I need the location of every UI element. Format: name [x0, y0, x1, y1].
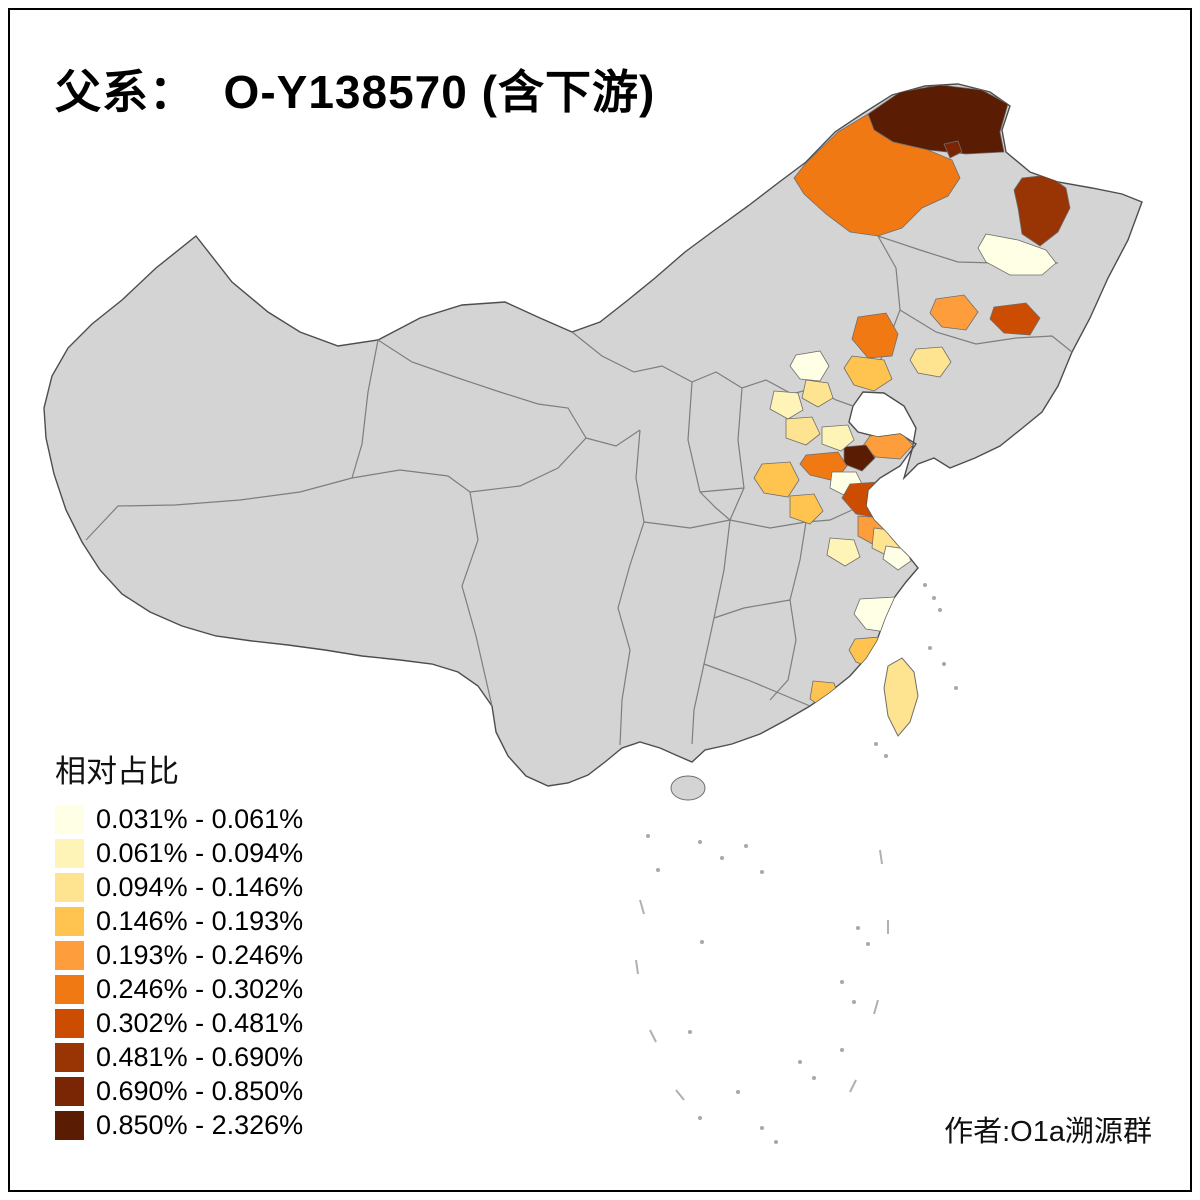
dash-line	[635, 849, 889, 1101]
legend-item: 0.061% - 0.094%	[55, 838, 304, 868]
map-region	[843, 355, 893, 392]
legend-swatch	[55, 1111, 84, 1140]
legend-item: 0.690% - 0.850%	[55, 1076, 304, 1106]
map-region	[851, 312, 899, 359]
legend-swatch	[55, 941, 84, 970]
legend-swatch	[55, 805, 84, 834]
legend-item: 0.246% - 0.302%	[55, 974, 304, 1004]
map-region	[977, 233, 1057, 276]
map-region	[801, 379, 834, 408]
legend-item: 0.094% - 0.146%	[55, 872, 304, 902]
map-region	[753, 461, 800, 498]
map-region	[909, 346, 952, 378]
legend-swatch	[55, 975, 84, 1004]
map-region	[809, 680, 840, 711]
map-region	[826, 537, 861, 567]
map-region	[929, 294, 979, 331]
mainland-outline	[43, 83, 1143, 787]
highlighted-prefectures	[753, 84, 1071, 711]
legend-label: 0.094% - 0.146%	[96, 872, 304, 902]
map-region	[789, 493, 824, 525]
legend-label: 0.146% - 0.193%	[96, 906, 304, 936]
legend-label: 0.246% - 0.302%	[96, 974, 304, 1004]
legend-swatch	[55, 1043, 84, 1072]
legend-swatch	[55, 1077, 84, 1106]
legend-swatch	[55, 907, 84, 936]
legend-title: 相对占比	[55, 754, 179, 789]
legend-label: 0.302% - 0.481%	[96, 1008, 304, 1038]
legend-swatch	[55, 1009, 84, 1038]
legend-swatch	[55, 873, 84, 902]
legend-item: 0.193% - 0.246%	[55, 940, 304, 970]
map-region	[769, 390, 804, 420]
legend-label: 0.061% - 0.094%	[96, 838, 304, 868]
legend-item: 0.850% - 2.326%	[55, 1110, 304, 1140]
province-borders	[85, 235, 1073, 746]
map-region	[793, 113, 961, 237]
legend-label: 0.031% - 0.061%	[96, 804, 304, 834]
legend-item: 0.146% - 0.193%	[55, 906, 304, 936]
legend-label: 0.690% - 0.850%	[96, 1076, 304, 1106]
map-region	[789, 350, 830, 382]
taiwan-island	[883, 657, 919, 737]
legend-label: 0.193% - 0.246%	[96, 940, 304, 970]
legend-item: 0.481% - 0.690%	[55, 1042, 304, 1072]
author-credit: 作者:O1a溯源群	[944, 1116, 1152, 1148]
sea-islands	[635, 583, 958, 1144]
map-region	[989, 302, 1041, 336]
legend-item: 0.031% - 0.061%	[55, 804, 304, 834]
legend-swatch	[55, 839, 84, 868]
map-region	[821, 424, 855, 452]
map-region	[785, 416, 821, 446]
legend-label: 0.850% - 2.326%	[96, 1110, 304, 1140]
hainan-island	[670, 775, 706, 801]
legend-item: 0.302% - 0.481%	[55, 1008, 304, 1038]
map-region	[943, 140, 963, 159]
legend-label: 0.481% - 0.690%	[96, 1042, 304, 1072]
legend: 相对占比 0.031% - 0.061% 0.061% - 0.094% 0.0…	[55, 746, 303, 1145]
page-title: 父系： O-Y138570 (含下游)	[55, 66, 656, 118]
